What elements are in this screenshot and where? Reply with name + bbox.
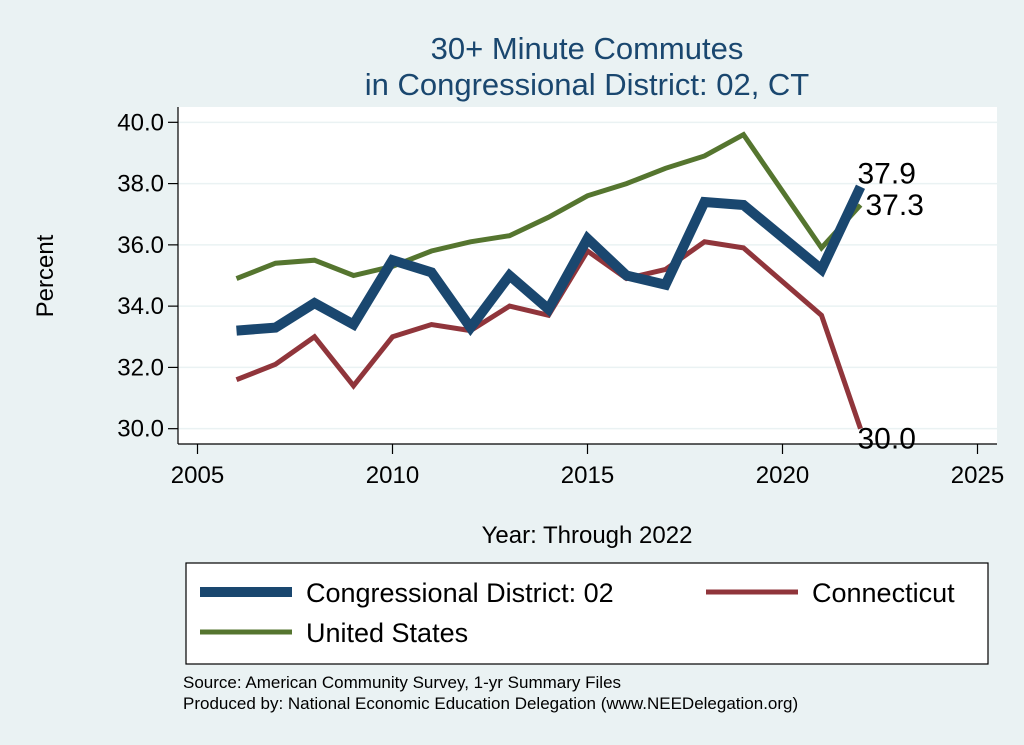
- legend-box: [185, 562, 989, 665]
- y-tick-label: 34.0: [117, 293, 164, 320]
- x-tick-label: 2005: [171, 462, 224, 489]
- x-axis-label: Year: Through 2022: [482, 522, 693, 549]
- y-tick-label: 32.0: [117, 354, 164, 381]
- x-ticks: 2005 2010 2015 2020 2025: [171, 444, 1004, 489]
- chart-title-line-2: in Congressional District: 02, CT: [365, 67, 810, 102]
- x-tick-label: 2025: [951, 462, 1004, 489]
- x-tick-label: 2015: [561, 462, 614, 489]
- source-line-2: Produced by: National Economic Education…: [183, 694, 798, 713]
- x-tick-label: 2010: [366, 462, 419, 489]
- y-ticks: 30.0 32.0 34.0 36.0 38.0 40.0: [117, 109, 178, 443]
- legend-label-united-states: United States: [306, 618, 468, 648]
- end-label-district: 37.9: [858, 158, 916, 191]
- legend-label-district: Congressional District: 02: [306, 578, 614, 608]
- x-tick-label: 2020: [756, 462, 809, 489]
- plot-area: [178, 107, 997, 444]
- y-tick-label: 38.0: [117, 171, 164, 198]
- legend-label-connecticut: Connecticut: [812, 578, 955, 608]
- chart-title-line-1: 30+ Minute Commutes: [431, 31, 744, 66]
- y-tick-label: 36.0: [117, 232, 164, 259]
- y-tick-label: 40.0: [117, 109, 164, 136]
- series-line-united-states: [235, 131, 863, 281]
- y-tick-label: 30.0: [117, 416, 164, 443]
- series-line-district: [236, 184, 866, 337]
- series-line-connecticut: [235, 239, 863, 430]
- series-lines: [235, 131, 866, 430]
- end-label-united-states: 37.3: [866, 189, 924, 222]
- y-axis-label: Percent: [32, 234, 59, 317]
- source-line-1: Source: American Community Survey, 1-yr …: [183, 673, 621, 692]
- end-label-connecticut: 30.0: [858, 423, 916, 456]
